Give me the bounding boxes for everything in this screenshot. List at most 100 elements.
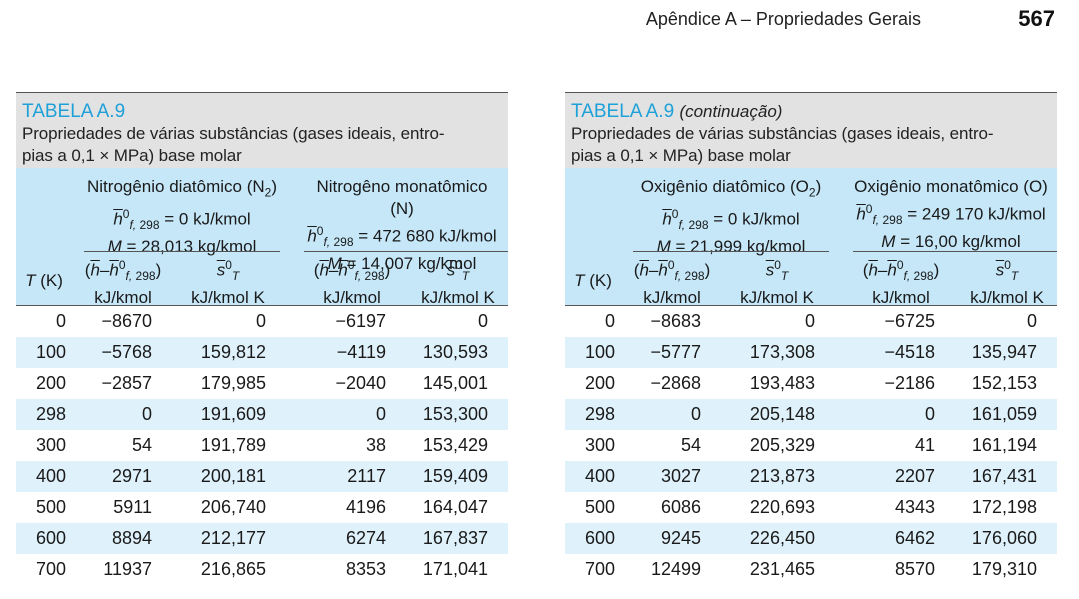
table-row: 600 8894 212,177 6274 167,837	[16, 523, 508, 554]
table-left: TABELA A.9 Propriedades de várias substâ…	[16, 92, 508, 585]
cell-enthalpy: 4196	[345, 497, 386, 517]
cell-entropy: 0	[477, 311, 488, 331]
cell-enthalpy: −6197	[335, 311, 386, 331]
cell-enthalpy: 6274	[345, 528, 386, 548]
group-rule	[304, 251, 508, 252]
cell-temperature: 0	[604, 311, 615, 331]
column-header-temperature: T (K)	[565, 270, 621, 292]
cell-enthalpy: 41	[914, 435, 935, 455]
column-header-entropy: s0T kJ/kmol K	[970, 258, 1044, 308]
cell-entropy: 171,041	[422, 559, 488, 579]
cell-entropy: 220,693	[749, 497, 815, 517]
cell-entropy: 191,789	[200, 435, 266, 455]
cell-entropy: 145,001	[422, 373, 488, 393]
group-header-nitrogen-diatomic: Nitrogênio diatômico (N2) h0f, 298 = 0 k…	[87, 177, 277, 257]
cell-entropy: 213,873	[749, 466, 815, 486]
cell-enthalpy: 2117	[347, 466, 386, 486]
cell-temperature: 300	[584, 435, 615, 455]
cell-temperature: 600	[35, 528, 66, 548]
table-description-line2: pias a 0,1 × MPa) base molar	[571, 146, 791, 165]
cell-entropy: 167,431	[971, 466, 1037, 486]
cell-enthalpy: −6725	[884, 311, 935, 331]
column-header-enthalpy: (h–h0f, 298) kJ/kmol	[84, 258, 162, 308]
column-header-enthalpy: (h–h0f, 298) kJ/kmol	[862, 258, 940, 308]
table-row: 400 3027 213,873 2207 167,431	[565, 461, 1057, 492]
table-row: 300 54 191,789 38 153,429	[16, 430, 508, 461]
cell-entropy: 161,059	[971, 404, 1037, 424]
cell-temperature: 500	[584, 497, 615, 517]
table-row: 600 9245 226,450 6462 176,060	[565, 523, 1057, 554]
table-row: 298 0 205,148 0 161,059	[565, 399, 1057, 430]
cell-temperature: 100	[584, 342, 615, 362]
cell-enthalpy: −8670	[101, 311, 152, 331]
group-rule	[84, 251, 280, 252]
cell-enthalpy: −2040	[335, 373, 386, 393]
cell-enthalpy: −4119	[336, 342, 386, 362]
table-label: TABELA A.9	[22, 101, 126, 122]
cell-entropy: 164,047	[422, 497, 488, 517]
t-unit: (K)	[40, 271, 63, 290]
table-row: 298 0 191,609 0 153,300	[16, 399, 508, 430]
page-header: Apêndice A – Propriedades Gerais 567	[0, 6, 1079, 32]
table-description-line1: Propriedades de várias substâncias (gase…	[571, 124, 994, 143]
group-header-oxygen-monatomic: Oxigênio monatômico (O) h0f, 298 = 249 1…	[854, 177, 1048, 252]
group-header-nitrogen-monatomic: Nitrogêno monatômico (N) h0f, 298 = 472 …	[307, 177, 497, 274]
cell-entropy: 161,194	[971, 435, 1037, 455]
table-row: 500 6086 220,693 4343 172,198	[565, 492, 1057, 523]
cell-entropy: 159,409	[422, 466, 488, 486]
cell-entropy: 130,593	[422, 342, 488, 362]
cell-enthalpy: 8894	[111, 528, 152, 548]
table-row: 200 −2857 179,985 −2040 145,001	[16, 368, 508, 399]
cell-enthalpy: −2857	[101, 373, 152, 393]
column-header-temperature: T (K)	[16, 270, 72, 292]
table-label: TABELA A.9 (continuação)	[571, 101, 783, 122]
cell-entropy: 226,450	[749, 528, 815, 548]
cell-enthalpy: 4343	[894, 497, 935, 517]
cell-temperature: 600	[584, 528, 615, 548]
table-row: 100 −5777 173,308 −4518 135,947	[565, 337, 1057, 368]
table-row: 0 −8670 0 −6197 0	[16, 306, 508, 337]
table-row: 700 12499 231,465 8570 179,310	[565, 554, 1057, 585]
cell-enthalpy: −2868	[650, 373, 701, 393]
cell-enthalpy: 0	[141, 404, 152, 424]
cell-entropy: 205,329	[749, 435, 815, 455]
cell-entropy: 153,300	[422, 404, 488, 424]
cell-enthalpy: 0	[690, 404, 701, 424]
cell-entropy: 179,985	[200, 373, 266, 393]
table-body: 0 −8670 0 −6197 0 100 −5768 159,812 −4119 130,593…	[16, 306, 508, 585]
cell-entropy: 0	[1026, 311, 1037, 331]
cell-entropy: 0	[804, 311, 815, 331]
cell-entropy: 176,060	[971, 528, 1037, 548]
cell-temperature: 700	[584, 559, 615, 579]
cell-temperature: 100	[35, 342, 66, 362]
cell-enthalpy: 38	[365, 435, 386, 455]
table-right: TABELA A.9 (continuação) Propriedades de…	[565, 92, 1057, 585]
cell-entropy: 0	[255, 311, 266, 331]
cell-enthalpy: −5777	[650, 342, 701, 362]
cell-temperature: 300	[35, 435, 66, 455]
group-header-oxygen-diatomic: Oxigênio diatômico (O2) h0f, 298 = 0 kJ/…	[640, 177, 822, 257]
cell-entropy: 172,198	[971, 497, 1037, 517]
group-rule	[853, 251, 1057, 252]
group-rule	[633, 251, 829, 252]
cell-enthalpy: 54	[131, 435, 152, 455]
column-header-enthalpy: (h–h0f, 298) kJ/kmol	[313, 258, 391, 308]
t-unit: (K)	[589, 271, 612, 290]
cell-temperature: 700	[35, 559, 66, 579]
cell-enthalpy: 6462	[894, 528, 935, 548]
cell-entropy: 153,429	[422, 435, 488, 455]
cell-temperature: 500	[35, 497, 66, 517]
cell-entropy: 135,947	[971, 342, 1037, 362]
cell-enthalpy: 8570	[894, 559, 935, 579]
cell-enthalpy: 9245	[660, 528, 701, 548]
table-row: 500 5911 206,740 4196 164,047	[16, 492, 508, 523]
cell-entropy: 191,609	[200, 404, 266, 424]
column-header-entropy: s0T kJ/kmol K	[421, 258, 495, 308]
cell-entropy: 193,483	[749, 373, 815, 393]
cell-temperature: 298	[35, 404, 66, 424]
cell-temperature: 0	[55, 311, 66, 331]
cell-enthalpy: −2186	[884, 373, 935, 393]
cell-enthalpy: 0	[924, 404, 935, 424]
cell-entropy: 152,153	[971, 373, 1037, 393]
cell-enthalpy: 5911	[113, 497, 152, 517]
